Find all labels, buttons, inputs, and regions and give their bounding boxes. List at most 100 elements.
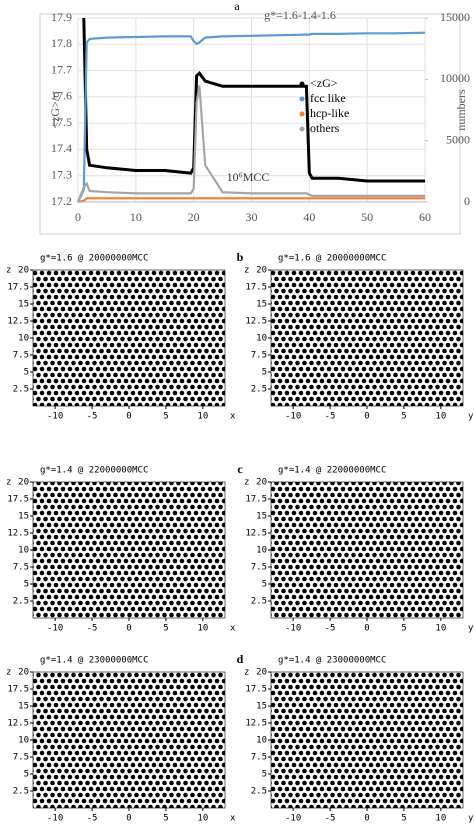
y-tick-label: 7.5 — [251, 351, 267, 361]
x-tick-label: 0 — [126, 814, 131, 824]
x-tick-label: 10 — [435, 412, 446, 422]
panel-label: a — [234, 0, 240, 13]
y-tick-label: 15 — [256, 512, 267, 522]
y-tick-label: 20 — [18, 266, 29, 276]
x-tick-label: -10 — [47, 412, 63, 422]
panel-title: g*=1.4 @ 22000000MCC — [278, 466, 386, 476]
y-tick-label: 15 — [18, 512, 29, 522]
x-tick-label: -10 — [47, 624, 63, 634]
y-tick-label: 17.2 — [51, 194, 72, 208]
series-line — [76, 85, 425, 203]
y-tick-label: 12.5 — [245, 719, 267, 729]
x-axis-label: y — [468, 412, 474, 422]
series-line — [77, 197, 425, 204]
y-tick-label: 5 — [24, 368, 29, 378]
panel-title: g*=1.4 @ 23000000MCC — [278, 656, 386, 666]
y-tick-label: 17.5 — [51, 115, 72, 129]
x-axis-label: y — [468, 814, 474, 824]
legend-marker — [299, 81, 305, 87]
y-tick-label: 15 — [18, 300, 29, 310]
panel-label: d — [237, 652, 244, 666]
x-tick-label: 5 — [401, 814, 406, 824]
annotation: g*=1.6-1.4-1.6 — [264, 8, 336, 22]
y-tick-label: 7.5 — [251, 753, 267, 763]
particle-field — [33, 270, 225, 406]
y-tick-label: 2.5 — [251, 597, 267, 607]
y-axis-label: z — [6, 478, 11, 488]
y-tick-label: 20 — [256, 478, 267, 488]
legend-marker — [299, 126, 305, 132]
x-tick-label: -5 — [325, 412, 336, 422]
x-tick-label: -5 — [87, 412, 98, 422]
y-tick-label: 7.5 — [13, 563, 29, 573]
y-tick-label: 10 — [256, 736, 267, 746]
x-tick-label: 0 — [126, 412, 131, 422]
y-tick-label: 15 — [256, 702, 267, 712]
y-tick-label: 5 — [262, 580, 267, 590]
legend-label: <zG> — [310, 76, 338, 90]
x-tick-label: -5 — [87, 814, 98, 824]
y2-axis-label: numbers — [454, 89, 468, 131]
series-line — [77, 31, 426, 203]
y-tick-label: 17.6 — [51, 89, 72, 103]
y-tick-label: 2.5 — [13, 597, 29, 607]
y-tick-label: 5 — [24, 770, 29, 780]
x-tick-label: 5 — [163, 814, 168, 824]
y-tick-label: 5 — [262, 770, 267, 780]
legend-marker — [299, 96, 305, 102]
y-tick-label: 2.5 — [251, 385, 267, 395]
y-tick-label: 7.5 — [251, 563, 267, 573]
x-tick-label: 10 — [435, 624, 446, 634]
x-tick-label: 0 — [364, 412, 369, 422]
y-tick-label: 12.5 — [245, 529, 267, 539]
y-tick-label: 17.5 — [245, 685, 267, 695]
y-tick-label: 17.5 — [245, 283, 267, 293]
y-tick-label: 20 — [18, 668, 29, 678]
particle-field — [271, 672, 463, 808]
y-tick-label: 20 — [256, 668, 267, 678]
x-axis-label: x — [230, 814, 236, 824]
x-tick-label: 5 — [163, 624, 168, 634]
x-tick-label: 50 — [361, 210, 373, 224]
y-tick-label: 15 — [256, 300, 267, 310]
y-tick-label: 17.8 — [51, 36, 72, 50]
legend-label: fcc like — [310, 91, 346, 105]
y-tick-label: 17.5 — [7, 685, 29, 695]
y-tick-label: 10 — [18, 736, 29, 746]
x-tick-label: 0 — [126, 624, 131, 634]
x-tick-label: -5 — [87, 624, 98, 634]
x-tick-label: 30 — [246, 210, 258, 224]
x-tick-label: 10 — [197, 814, 208, 824]
x-tick-label: 10 — [130, 210, 142, 224]
chart-frame — [39, 13, 461, 235]
x-tick-label: 5 — [401, 624, 406, 634]
x-tick-label: -10 — [285, 412, 301, 422]
x-tick-label: 20 — [188, 210, 200, 224]
y-axis-label: z — [244, 266, 249, 276]
x-axis-label: x — [230, 412, 236, 422]
y-axis-label: z — [244, 478, 249, 488]
y-tick-label: 17.9 — [51, 10, 72, 24]
y-axis-label: z — [244, 668, 249, 678]
legend-label: others — [310, 121, 340, 135]
panel-label: b — [237, 250, 244, 264]
x-tick-label: -10 — [285, 624, 301, 634]
x-axis-label: x — [230, 624, 236, 634]
particle-field — [271, 482, 463, 618]
y-tick-label: 2.5 — [13, 385, 29, 395]
y-tick-label: 20 — [256, 266, 267, 276]
y-tick-label: 17.4 — [51, 141, 72, 155]
particle-field — [33, 482, 225, 618]
y-tick-label: 12.5 — [7, 317, 29, 327]
y-tick-label: 17.5 — [7, 283, 29, 293]
x-tick-label: -10 — [285, 814, 301, 824]
y-tick-label: 10 — [18, 334, 29, 344]
x-tick-label: 0 — [364, 624, 369, 634]
panel-title: g*=1.4 @ 22000000MCC — [40, 466, 148, 476]
y-tick-label: 2.5 — [251, 787, 267, 797]
y-tick-label: 10 — [256, 334, 267, 344]
y-tick-label: 12.5 — [245, 317, 267, 327]
y-tick-label: 17.7 — [51, 62, 72, 76]
y2-tick-label: 0 — [464, 194, 470, 208]
